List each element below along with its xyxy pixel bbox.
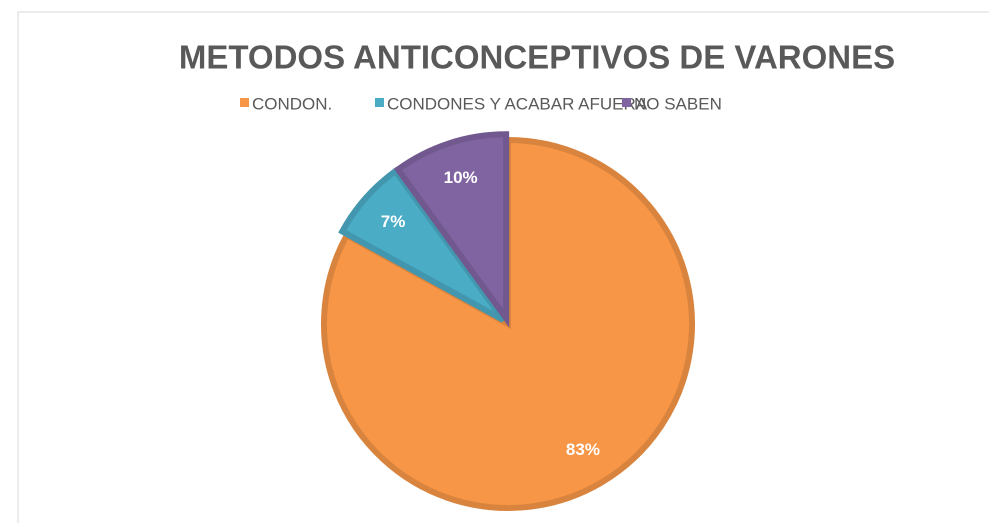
legend-label: CONDON.	[252, 94, 332, 113]
legend-label: NO SABEN	[634, 94, 722, 113]
legend-swatch	[375, 98, 384, 107]
legend-swatch	[240, 98, 249, 107]
data-label: 83%	[566, 440, 600, 459]
legend-label: CONDONES Y ACABAR AFUERA	[387, 94, 648, 113]
data-label: 7%	[381, 212, 406, 231]
pie-slice	[393, 131, 510, 328]
legend-swatch	[622, 98, 631, 107]
data-label: 10%	[444, 168, 478, 187]
pie-slice	[338, 166, 506, 323]
chart-title: METODOS ANTICONCEPTIVOS DE VARONES	[179, 39, 895, 76]
